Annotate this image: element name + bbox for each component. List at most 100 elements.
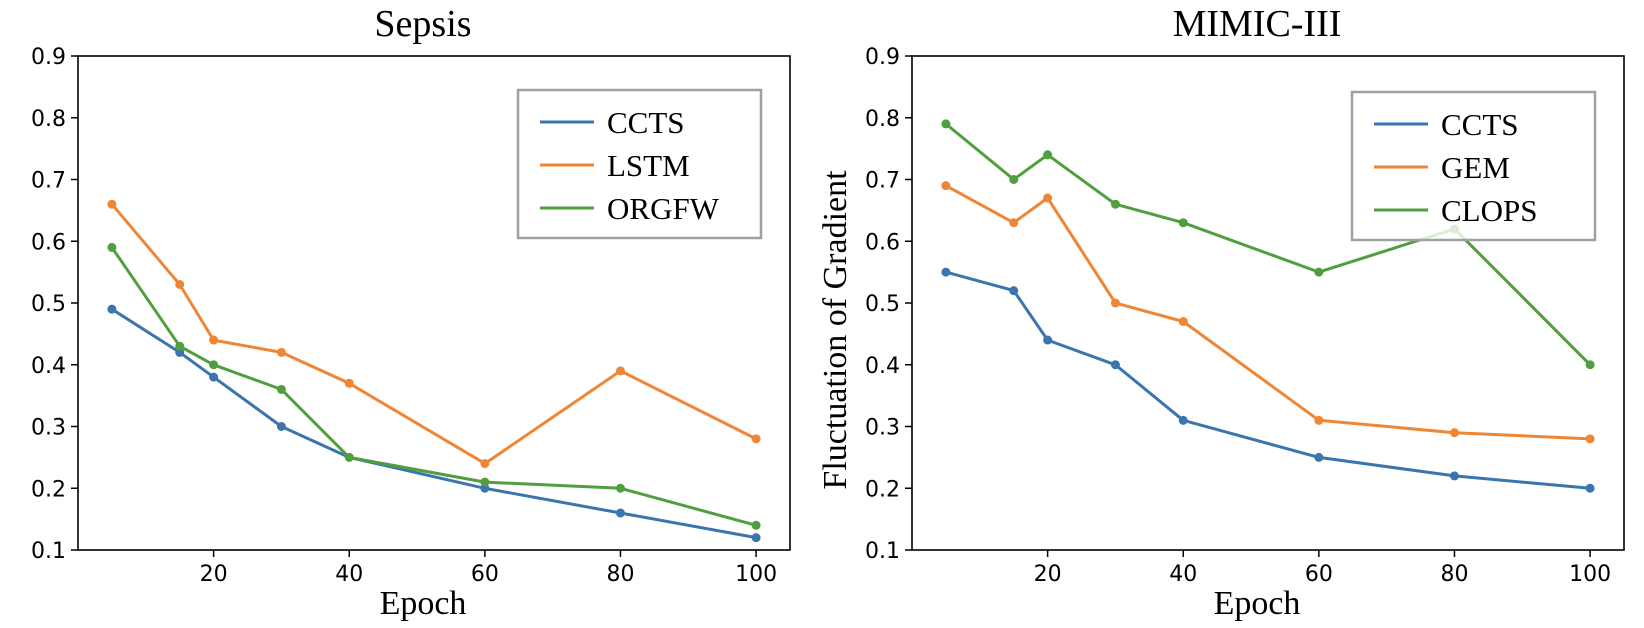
plot-frame	[911, 55, 1625, 551]
axis-ticks: 0.1 0.2 0.3 0.4 0.5 0.6 0.7 0.8 0.9 20 40 60 80 100	[31, 45, 777, 587]
x-tick-label: 20	[200, 562, 228, 587]
x-tick-label: 80	[1440, 562, 1468, 587]
data-point-ccts	[1314, 452, 1324, 462]
legend: CCTS GEM CLOPS	[1350, 90, 1597, 242]
data-point-gem	[1009, 218, 1019, 228]
chart-title: MIMIC-III	[1173, 3, 1342, 45]
x-tick-label: 20	[1034, 562, 1062, 587]
data-point-ccts	[107, 304, 117, 314]
y-tick-label: 0.3	[865, 416, 900, 441]
x-axis-label: Epoch	[380, 585, 467, 622]
data-point-ccts	[276, 422, 286, 431]
data-point-ccts	[1449, 471, 1459, 481]
legend-label-gem: GEM	[1441, 150, 1510, 185]
y-tick-label: 0.4	[31, 354, 66, 379]
chart-title: Sepsis	[374, 3, 471, 45]
data-point-lstm	[209, 335, 219, 345]
x-tick-label: 40	[335, 562, 363, 587]
y-tick-label: 0.1	[865, 539, 900, 564]
y-tick-label: 0.4	[865, 354, 900, 379]
data-point-ccts	[209, 372, 219, 382]
data-point-orgfw	[175, 341, 185, 351]
series-lines	[941, 119, 1595, 493]
y-tick-label: 0.6	[865, 230, 900, 255]
data-point-orgfw	[209, 360, 219, 370]
legend-label-lstm: LSTM	[607, 148, 690, 183]
series-line-lstm	[110, 203, 757, 466]
y-axis-label: Fluctuation of Gradient	[817, 170, 854, 490]
data-point-orgfw	[107, 242, 117, 252]
data-point-gem	[1043, 193, 1053, 203]
data-point-lstm	[175, 279, 185, 289]
data-point-orgfw	[751, 520, 761, 530]
y-tick-label: 0.2	[865, 477, 900, 502]
series-line-ccts	[111, 307, 757, 540]
legend-label-orgfw: ORGFW	[607, 191, 720, 226]
series-line-orgfw	[110, 246, 757, 527]
mimic-iii-chart: MIMIC-III Epoch Fluctuation of Gradient …	[817, 3, 1625, 622]
data-point-clops	[941, 119, 951, 129]
series-line-gem	[945, 184, 1591, 441]
y-tick-label: 0.3	[31, 416, 66, 441]
data-point-orgfw	[615, 483, 625, 493]
data-point-clops	[1314, 267, 1324, 277]
data-point-gem	[1314, 415, 1324, 425]
y-tick-label: 0.5	[31, 292, 66, 317]
data-point-lstm	[107, 199, 117, 209]
data-point-clops	[1178, 218, 1188, 228]
y-tick-label: 0.1	[31, 539, 66, 564]
data-point-lstm	[615, 366, 625, 376]
data-point-gem	[1449, 428, 1459, 438]
x-tick-label: 100	[735, 562, 777, 587]
x-tick-label: 100	[1569, 562, 1611, 587]
data-point-ccts	[941, 267, 951, 277]
data-point-lstm	[276, 347, 286, 357]
data-point-ccts	[1110, 360, 1120, 370]
plot-frame	[77, 55, 791, 551]
y-tick-label: 0.2	[31, 477, 66, 502]
data-point-ccts	[480, 483, 490, 493]
y-tick-label: 0.5	[865, 292, 900, 317]
data-point-lstm	[480, 459, 490, 469]
y-tick-label: 0.7	[31, 169, 66, 194]
x-tick-label: 60	[1305, 562, 1333, 587]
data-point-clops	[1585, 360, 1595, 370]
data-point-ccts	[1043, 335, 1053, 345]
y-tick-label: 0.8	[865, 107, 900, 132]
series-lines	[107, 199, 761, 543]
legend-label-clops: CLOPS	[1441, 193, 1537, 228]
x-tick-label: 40	[1169, 562, 1197, 587]
data-point-clops	[1043, 150, 1053, 160]
x-tick-label: 80	[606, 562, 634, 587]
data-point-orgfw	[276, 384, 286, 394]
legend: CCTS LSTM ORGFW	[516, 88, 763, 240]
y-tick-label: 0.6	[31, 230, 66, 255]
x-tick-label: 60	[471, 562, 499, 587]
y-tick-label: 0.9	[31, 45, 66, 70]
data-point-lstm	[751, 434, 761, 444]
sepsis-chart: Sepsis Epoch 0.1 0.2 0.3 0.4 0.5 0.6 0.7 0.8 0.9…	[31, 3, 791, 622]
legend-label-ccts: CCTS	[607, 105, 685, 140]
data-point-ccts	[1585, 483, 1595, 493]
data-point-gem	[1178, 317, 1188, 327]
data-point-gem	[1110, 298, 1120, 308]
legend-label-ccts: CCTS	[1441, 107, 1519, 142]
series-line-ccts	[945, 270, 1591, 490]
data-point-ccts	[1009, 286, 1019, 296]
data-point-gem	[941, 181, 951, 191]
data-point-lstm	[344, 378, 354, 388]
x-axis-label: Epoch	[1214, 585, 1301, 622]
data-point-clops	[1009, 175, 1019, 184]
data-point-ccts	[175, 347, 185, 357]
data-point-ccts	[751, 533, 761, 543]
axis-ticks: 0.1 0.2 0.3 0.4 0.5 0.6 0.7 0.8 0.9 20 40 60 80 100	[865, 45, 1611, 587]
data-point-orgfw	[344, 452, 354, 462]
y-tick-label: 0.7	[865, 169, 900, 194]
data-point-ccts	[615, 508, 625, 518]
data-point-orgfw	[480, 477, 490, 487]
y-tick-label: 0.9	[865, 45, 900, 70]
data-point-gem	[1585, 434, 1595, 444]
data-point-clops	[1110, 199, 1120, 209]
data-point-ccts	[1178, 415, 1188, 425]
